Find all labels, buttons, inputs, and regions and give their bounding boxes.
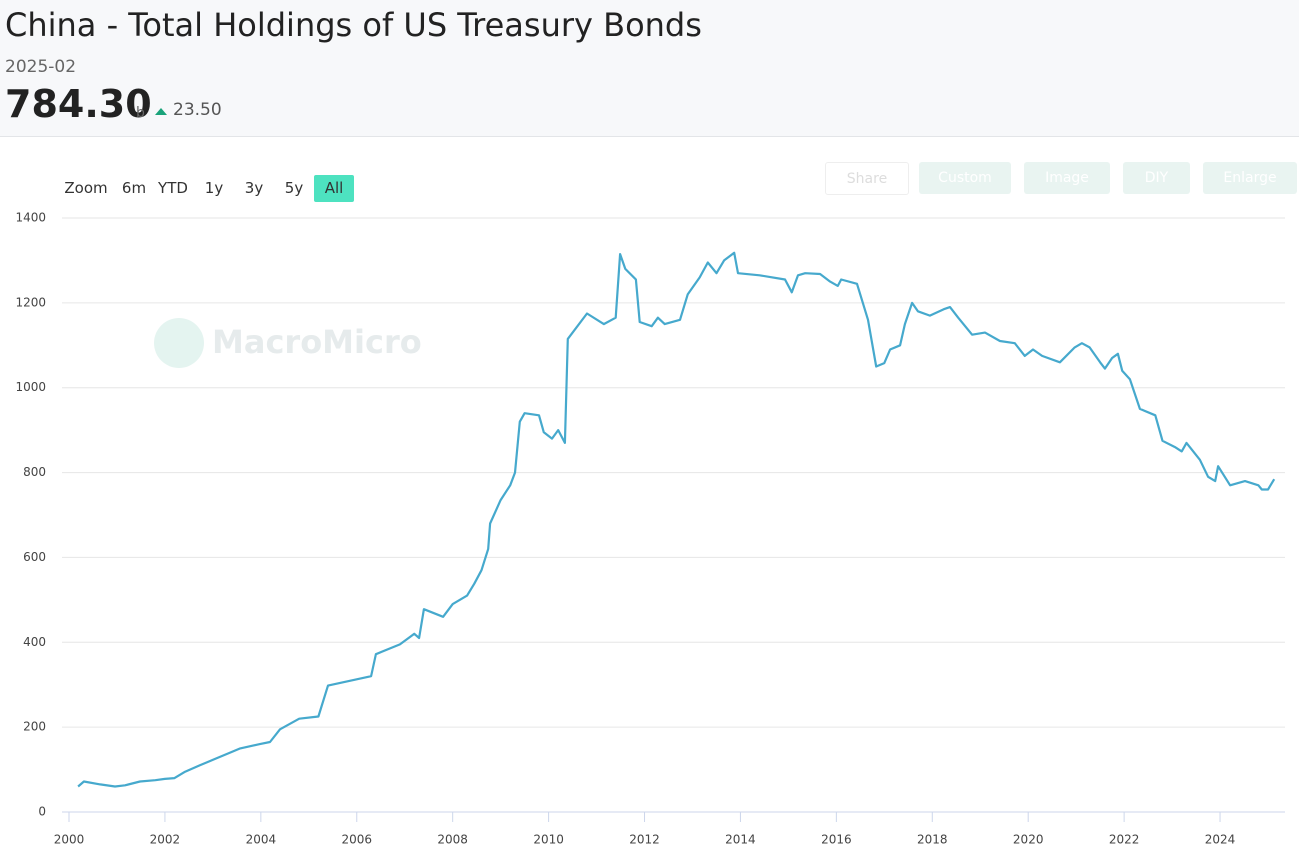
watermark-logo: [154, 318, 204, 368]
action-button[interactable]: DIY: [1123, 162, 1190, 194]
header: China - Total Holdings of US Treasury Bo…: [0, 0, 1299, 137]
date: 2025-02: [5, 57, 77, 77]
chart: MacroMicro 0 200 400 600 800 1000 1200 1400 2000…: [15, 211, 1285, 847]
x-tick-label: 2008: [437, 833, 468, 847]
y-tick-label: 1000: [15, 380, 46, 394]
y-tick-label: 1200: [15, 295, 46, 309]
x-tick-label: 2014: [725, 833, 756, 847]
x-tick-label: 2020: [1013, 833, 1044, 847]
x-tick-label: 2012: [629, 833, 660, 847]
x-tick-label: 2018: [917, 833, 948, 847]
y-tick-label: 200: [23, 720, 46, 734]
x-tick-label: 2010: [533, 833, 564, 847]
title: China - Total Holdings of US Treasury Bo…: [5, 6, 702, 44]
x-tick-label: 2016: [821, 833, 852, 847]
y-tick-label: 0: [38, 805, 46, 819]
zoom-button[interactable]: All: [314, 175, 354, 202]
zoom-label: Zoom: [64, 179, 108, 197]
action-button[interactable]: Enlarge: [1203, 162, 1297, 194]
action-button[interactable]: Custom: [919, 162, 1011, 194]
x-tick-label: 2004: [246, 833, 277, 847]
y-tick-label: 400: [23, 635, 46, 649]
zoom-button[interactable]: YTD: [158, 179, 188, 197]
action-button[interactable]: Image: [1024, 162, 1110, 194]
x-tick-label: 2006: [341, 833, 372, 847]
x-tick-label: 2024: [1205, 833, 1236, 847]
zoom-button[interactable]: 5y: [284, 179, 304, 197]
watermark: MacroMicro: [212, 323, 422, 361]
unit: b: [136, 105, 145, 121]
y-tick-label: 800: [23, 465, 46, 479]
change: 23.50: [173, 100, 222, 120]
y-tick-label: 600: [23, 550, 46, 564]
zoom-button[interactable]: 3y: [244, 179, 264, 197]
action-button[interactable]: Share: [825, 162, 909, 195]
y-tick-label: 1400: [15, 211, 46, 225]
zoom-button[interactable]: 6m: [121, 179, 147, 197]
up-arrow: [155, 108, 167, 115]
x-tick-label: 2002: [150, 833, 181, 847]
zoom-button[interactable]: 1y: [204, 179, 224, 197]
x-tick-label: 2000: [54, 833, 85, 847]
data-line: [77, 251, 1276, 788]
latest-value: 784.30: [5, 82, 152, 126]
x-tick-label: 2022: [1109, 833, 1140, 847]
